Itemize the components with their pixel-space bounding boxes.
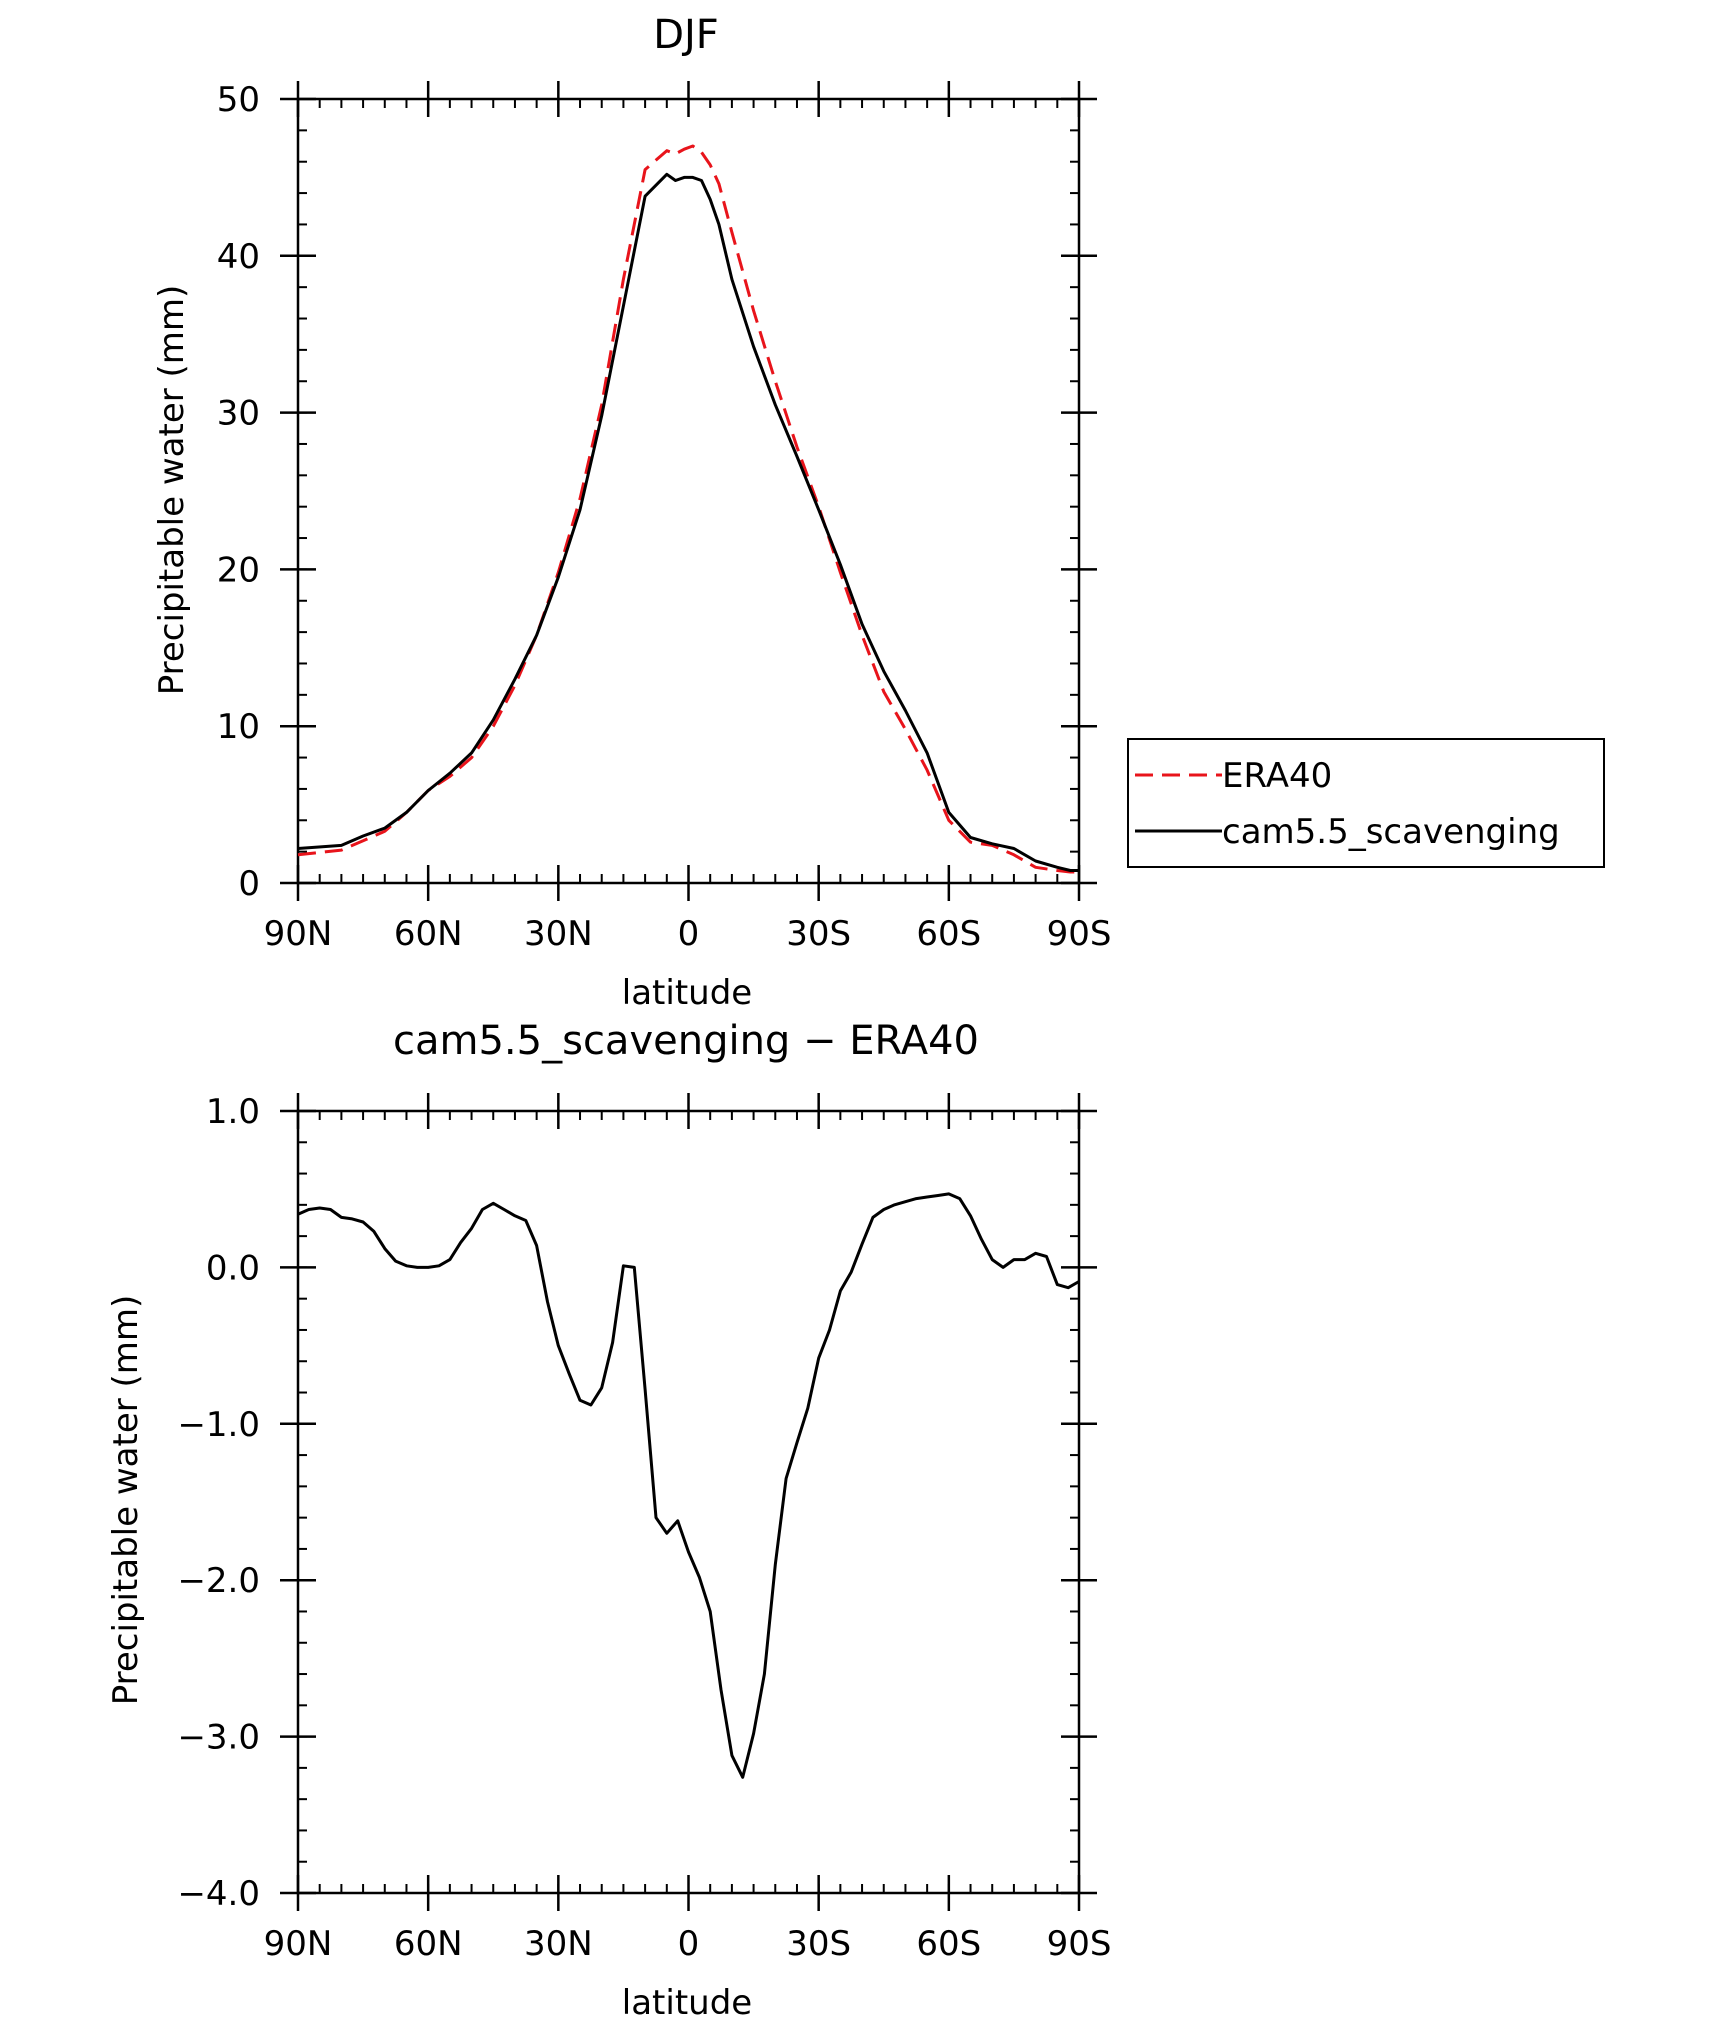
y-tick-label: −2.0 (177, 1561, 260, 1601)
series-line-era40 (297, 144, 1079, 874)
x-tick-label: 0 (678, 914, 700, 954)
series-line-cam5-5-scavenging (297, 172, 1079, 872)
legend-label-era40: ERA40 (1222, 756, 1332, 796)
x-tick-label: 90S (1047, 1924, 1112, 1964)
y-tick-label: 0 (238, 864, 260, 904)
panel-title-bottom: cam5.5_scavenging − ERA40 (393, 1018, 979, 1064)
plot-frame (296, 97, 1081, 885)
x-tick-label: 90N (264, 914, 333, 954)
plot-top: 90N 60N 30N 0 30S 60S 90S 0 10 20 30 40 50 (217, 80, 1112, 954)
y-axis-title-bottom: Precipitable water (mm) (106, 1295, 146, 1706)
x-tick-label: 30S (786, 914, 851, 954)
y-tick-label: 0.0 (206, 1248, 260, 1288)
x-tick-label: 0 (678, 1924, 700, 1964)
y-tick-label: −4.0 (177, 1874, 260, 1914)
y-tick-label: 1.0 (206, 1092, 260, 1132)
x-tick-label: 60S (916, 914, 981, 954)
legend-box (1127, 738, 1605, 868)
y-tick-label: −3.0 (177, 1718, 260, 1758)
y-tick-label: 40 (217, 237, 260, 277)
x-tick-label: 60N (394, 1924, 463, 1964)
x-tick-label: 30S (786, 1924, 851, 1964)
y-tick-label: 10 (217, 707, 260, 747)
panel-title-top: DJF (653, 12, 719, 58)
plot-bottom: 90N 60N 30N 0 30S 60S 90S −4.0 −3.0 −2.0 −1.0 0.0 1.… (177, 1092, 1111, 1964)
x-tick-label: 90S (1047, 914, 1112, 954)
panel-top: DJF 90N 60N 30N 0 30S 60S 90S 0 10 20 30 40 50 latit… (152, 12, 1605, 1013)
y-axis-title-top: Precipitable water (mm) (152, 285, 192, 696)
y-tick-label: 30 (217, 394, 260, 434)
panel-bottom: cam5.5_scavenging − ERA40 90N 60N 30N 0 30S 6… (106, 1018, 1111, 2021)
series-line-difference (297, 1192, 1080, 1779)
legend: ERA40 cam5.5_scavenging (1127, 738, 1605, 868)
x-tick-label: 30N (524, 914, 593, 954)
y-tick-label: 50 (217, 80, 260, 120)
y-tick-label: −1.0 (177, 1405, 260, 1445)
x-axis-title-bottom: latitude (622, 1983, 752, 2021)
y-tick-label: 20 (217, 550, 260, 590)
x-tick-label: 60N (394, 914, 463, 954)
x-tick-label: 60S (916, 1924, 981, 1964)
x-axis-title-top: latitude (622, 973, 752, 1013)
x-tick-label: 30N (524, 1924, 593, 1964)
plot-frame (296, 1109, 1081, 1895)
legend-label-cam5-5-scavenging: cam5.5_scavenging (1222, 812, 1560, 852)
x-tick-label: 90N (264, 1924, 333, 1964)
